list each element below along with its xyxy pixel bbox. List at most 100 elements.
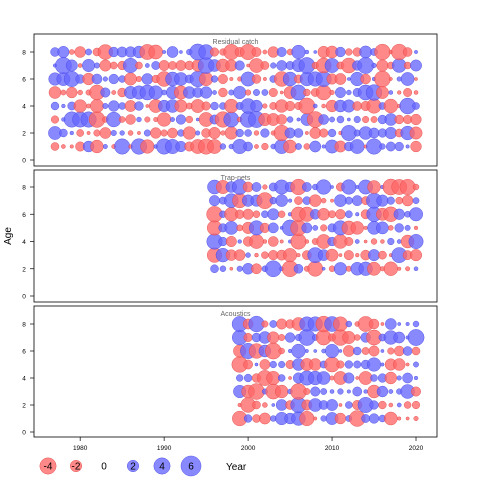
residual-bubble	[276, 60, 288, 71]
residual-bubble	[405, 266, 411, 272]
residual-bubble	[267, 208, 280, 221]
residual-bubble	[376, 221, 389, 235]
legend-bubble	[126, 459, 140, 473]
residual-bubble	[102, 76, 108, 82]
residual-bubble	[315, 84, 332, 101]
residual-bubble	[220, 130, 226, 136]
residual-bubble	[136, 116, 142, 123]
residual-bubble	[260, 61, 270, 70]
y-tick-label: 2	[22, 131, 26, 138]
residual-bubble	[332, 316, 348, 332]
residual-bubble	[353, 334, 361, 341]
residual-bubble	[352, 346, 362, 356]
residual-bubble	[407, 329, 425, 346]
residual-bubble	[259, 412, 271, 425]
residual-bubble	[325, 248, 339, 262]
residual-bubble	[274, 384, 289, 399]
residual-bubble	[346, 389, 351, 394]
panel-frame	[33, 169, 438, 303]
residual-bubble	[393, 331, 406, 344]
residual-bubble	[291, 343, 306, 359]
residual-bubble	[343, 372, 355, 384]
residual-bubble	[108, 100, 120, 112]
residual-bubble	[245, 89, 252, 96]
y-tick-label: 6	[22, 77, 26, 84]
residual-bubble	[353, 360, 362, 369]
residual-bubble	[91, 73, 103, 85]
residual-bubble	[233, 85, 247, 100]
residual-bubble	[370, 374, 378, 382]
residual-bubble	[148, 44, 164, 60]
legend-label: 2	[130, 462, 136, 473]
residual-bubble	[307, 260, 324, 277]
residual-bubble	[413, 375, 419, 381]
residual-bubble	[343, 250, 354, 261]
residual-bubble	[119, 130, 125, 136]
residual-bubble	[369, 400, 379, 410]
residual-bubble	[59, 128, 68, 138]
residual-bubble	[338, 349, 343, 353]
residual-bubble	[313, 349, 318, 353]
residual-bubble	[124, 72, 137, 86]
residual-bubble	[170, 117, 175, 122]
residual-bubble	[243, 414, 253, 423]
residual-bubble	[125, 114, 136, 125]
residual-bubble	[329, 389, 335, 394]
residual-bubble	[65, 59, 78, 72]
residual-bubble	[304, 239, 310, 244]
residual-bubble	[111, 90, 117, 95]
residual-bubble	[338, 403, 343, 407]
y-tick-label: 8	[22, 50, 26, 57]
residual-bubble	[313, 416, 318, 421]
residual-bubble	[321, 103, 326, 109]
residual-bubble	[411, 400, 421, 410]
residual-bubble	[224, 221, 239, 235]
x-tick-label: 1990	[157, 445, 172, 452]
residual-bubble	[210, 101, 219, 111]
residual-bubble	[251, 47, 262, 57]
residual-bubble	[304, 49, 310, 55]
residual-bubble	[316, 179, 332, 195]
legend-bubble	[39, 457, 57, 475]
residual-bubble	[90, 99, 104, 113]
residual-bubble	[338, 253, 343, 258]
residual-bubble	[396, 239, 402, 244]
residual-bubble	[252, 210, 261, 218]
residual-bubble	[140, 139, 155, 154]
residual-bubble	[344, 237, 354, 246]
residual-bubble	[283, 139, 297, 154]
y-tick-label: 0	[22, 294, 26, 301]
residual-bubble	[61, 144, 66, 149]
residual-bubble	[395, 196, 404, 205]
panel-frame	[33, 33, 438, 167]
residual-bubble	[158, 60, 170, 71]
residual-bubble	[150, 127, 162, 139]
residual-bubble	[48, 86, 62, 99]
residual-bubble	[175, 114, 187, 125]
residual-bubble	[411, 346, 421, 356]
residual-bubble	[380, 362, 385, 367]
residual-bubble	[334, 73, 347, 85]
residual-bubble	[76, 129, 85, 137]
residual-bubble	[278, 334, 286, 341]
residual-bubble	[229, 266, 234, 271]
residual-bubble	[385, 141, 396, 152]
residual-bubble	[208, 126, 221, 140]
residual-bubble	[210, 75, 219, 83]
residual-bubble	[330, 185, 334, 189]
residual-bubble	[388, 225, 394, 231]
residual-bubble	[394, 114, 404, 125]
residual-bubble	[234, 60, 245, 71]
residual-bubble	[304, 131, 309, 135]
residual-bubble	[345, 48, 353, 56]
residual-bubble	[253, 130, 260, 136]
residual-bubble	[209, 195, 220, 207]
residual-bubble	[50, 101, 60, 111]
residual-bubble	[349, 139, 365, 154]
residual-bubble	[254, 362, 259, 367]
residual-bubble	[276, 318, 288, 330]
residual-bubble	[329, 89, 335, 96]
residual-bubble	[261, 142, 269, 151]
residual-bubble	[209, 47, 220, 57]
residual-bubble	[357, 57, 374, 74]
